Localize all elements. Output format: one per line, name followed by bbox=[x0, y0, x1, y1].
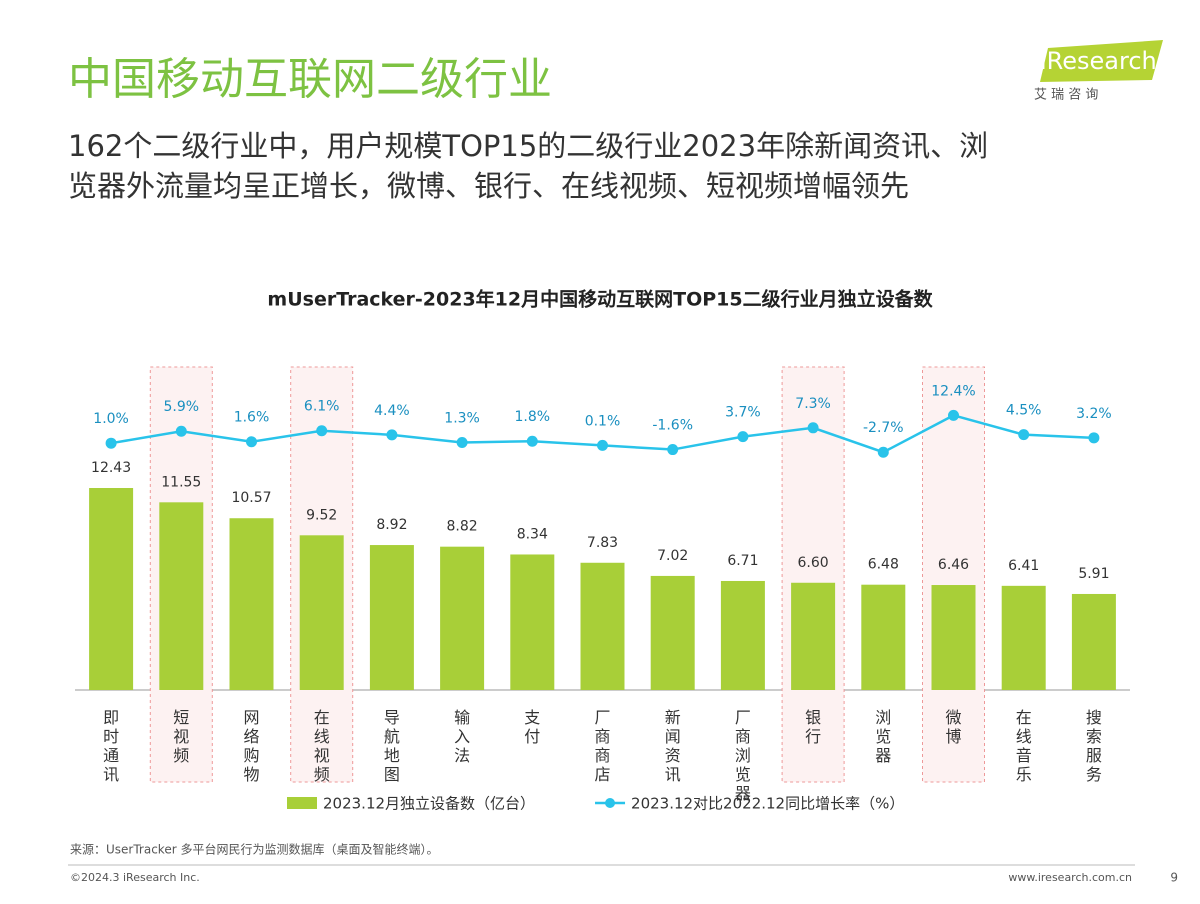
url: www.iresearch.com.cn bbox=[1008, 871, 1132, 884]
highlight-box bbox=[922, 366, 985, 783]
line-point bbox=[877, 446, 889, 458]
bar bbox=[369, 545, 414, 690]
logo-badge bbox=[1040, 40, 1163, 82]
bar bbox=[1001, 585, 1046, 690]
line-point bbox=[386, 429, 398, 441]
bar-value-label: 8.34 bbox=[517, 526, 548, 542]
line-point bbox=[105, 437, 117, 449]
bar-value-label: 6.46 bbox=[938, 557, 969, 573]
line-point bbox=[737, 431, 749, 443]
legend-swatch bbox=[287, 797, 317, 809]
line-point bbox=[526, 435, 538, 447]
slide-title: 中国移动互联网二级行业 bbox=[68, 54, 552, 105]
line-point bbox=[807, 422, 819, 434]
bar-value-label: 7.83 bbox=[587, 535, 618, 551]
bar bbox=[791, 582, 836, 690]
bar-value-label: 6.60 bbox=[798, 555, 829, 571]
line-point bbox=[667, 444, 679, 456]
source: 来源：UserTracker 多平台网民行为监测数据库（桌面及智能终端）。 bbox=[70, 842, 438, 857]
x-tick-label: 新闻资讯 bbox=[665, 708, 681, 784]
bar-value-label: 8.82 bbox=[447, 519, 478, 535]
bar-value-label: 11.55 bbox=[161, 474, 201, 490]
x-tick-label: 银行 bbox=[805, 708, 821, 746]
x-tick-label: 搜索服务 bbox=[1086, 708, 1102, 784]
x-tick-label: 厂商浏览器 bbox=[735, 708, 751, 803]
copyright: ©2024.3 iResearch Inc. bbox=[70, 871, 200, 884]
x-tick-label: 微博 bbox=[945, 708, 961, 746]
bar bbox=[720, 580, 765, 690]
x-tick-label: 短视频 bbox=[173, 708, 189, 765]
logo-sub: 艾 瑞 咨 询 bbox=[1034, 88, 1098, 103]
line-value-label: 3.2% bbox=[1076, 406, 1112, 422]
bar bbox=[861, 584, 906, 690]
line-point bbox=[246, 436, 257, 448]
line-value-label: 7.3% bbox=[795, 396, 831, 412]
x-tick-label: 在线视频 bbox=[314, 708, 330, 784]
line-point bbox=[1088, 432, 1100, 444]
bar-value-label: 6.48 bbox=[868, 557, 899, 573]
line-value-label: -1.6% bbox=[652, 418, 693, 434]
line-value-label: 1.0% bbox=[93, 411, 129, 427]
bar bbox=[931, 585, 976, 690]
line-point bbox=[175, 425, 187, 437]
logo: iResearch bbox=[1040, 47, 1157, 75]
line-value-label: 4.4% bbox=[374, 403, 410, 419]
bar-value-label: 9.52 bbox=[306, 507, 337, 523]
line-point bbox=[948, 409, 959, 421]
legend-label: 2023.12月独立设备数（亿台） bbox=[323, 795, 535, 813]
line-value-label: 1.8% bbox=[515, 409, 551, 425]
legend-label: 2023.12对比2022.12同比增长率（%） bbox=[631, 795, 904, 813]
line-value-label: 5.9% bbox=[164, 399, 200, 415]
bar-value-label: 8.92 bbox=[376, 517, 407, 533]
x-tick-label: 网络购物 bbox=[243, 708, 259, 784]
bar-value-label: 6.41 bbox=[1008, 558, 1039, 574]
line-value-label: 4.5% bbox=[1006, 403, 1042, 419]
line-value-label: 12.4% bbox=[931, 383, 975, 399]
highlight-layer bbox=[149, 366, 985, 783]
subtitle: 162个二级行业中，用户规模TOP15的二级行业2023年除新闻资讯、浏 bbox=[68, 129, 988, 163]
x-tick-label: 输入法 bbox=[454, 708, 470, 765]
bar bbox=[229, 518, 274, 690]
bar-value-label: 6.71 bbox=[727, 553, 758, 569]
bar-value-label: 5.91 bbox=[1078, 566, 1109, 582]
legend-swatch bbox=[605, 798, 616, 808]
bar bbox=[440, 546, 485, 690]
bar bbox=[89, 488, 134, 690]
line-point bbox=[597, 439, 608, 451]
subtitle: 览器外流量均呈正增长，微博、银行、在线视频、短视频增幅领先 bbox=[68, 169, 909, 203]
x-tick-label: 即时通讯 bbox=[103, 708, 119, 784]
bar-value-label: 10.57 bbox=[231, 490, 271, 506]
bar bbox=[159, 502, 204, 690]
line-point bbox=[456, 436, 468, 448]
bar bbox=[1071, 593, 1116, 690]
bar bbox=[510, 554, 555, 690]
x-tick-label: 在线音乐 bbox=[1016, 708, 1032, 784]
line-value-label: 3.7% bbox=[725, 405, 761, 421]
line-value-label: 1.3% bbox=[444, 410, 480, 426]
line-value-label: 6.1% bbox=[304, 399, 340, 415]
line-point bbox=[1018, 429, 1030, 441]
chart-title: mUserTracker-2023年12月中国移动互联网TOP15二级行业月独立… bbox=[267, 288, 933, 311]
bar bbox=[650, 575, 695, 690]
bar-value-label: 12.43 bbox=[91, 460, 131, 476]
bar-value-label: 7.02 bbox=[657, 548, 688, 564]
page-number: 9 bbox=[1170, 871, 1178, 885]
bar bbox=[299, 535, 344, 690]
bar bbox=[580, 562, 625, 690]
x-tick-label: 支付 bbox=[524, 708, 540, 746]
line-value-label: -2.7% bbox=[863, 420, 904, 436]
x-tick-label: 浏览器 bbox=[875, 708, 891, 765]
line-value-label: 1.6% bbox=[234, 410, 270, 426]
line-value-label: 0.1% bbox=[585, 413, 621, 429]
x-tick-label: 厂商商店 bbox=[594, 708, 610, 784]
line-point bbox=[316, 425, 328, 437]
x-tick-label: 导航地图 bbox=[384, 708, 400, 784]
